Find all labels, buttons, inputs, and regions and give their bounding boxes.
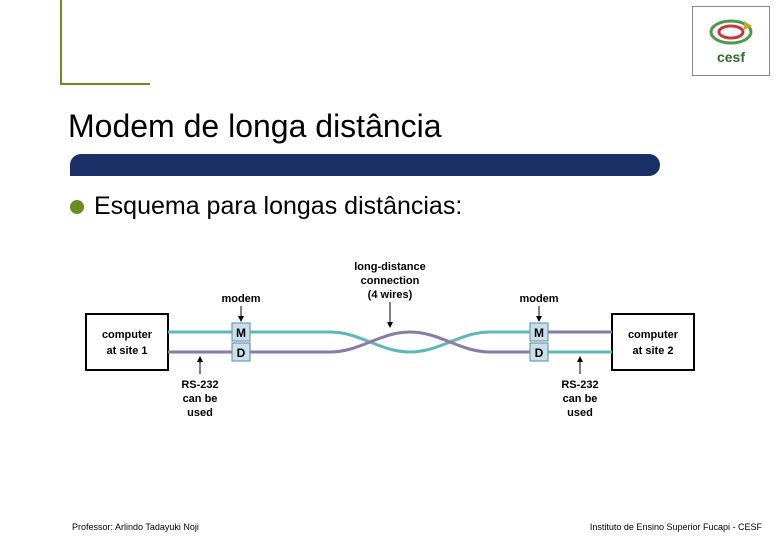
logo: cesf [692, 6, 770, 76]
svg-text:modem: modem [519, 293, 558, 305]
svg-text:modem: modem [221, 293, 260, 305]
svg-text:(4 wires): (4 wires) [368, 289, 413, 301]
corner-frame [60, 0, 150, 85]
svg-text:long-distance: long-distance [354, 262, 426, 273]
svg-text:can be: can be [183, 393, 218, 405]
svg-text:can be: can be [563, 393, 598, 405]
svg-text:M: M [236, 326, 246, 340]
footer-left: Professor: Arlindo Tadayuki Noji [72, 522, 199, 532]
bullet-icon [70, 200, 84, 214]
svg-text:RS-232: RS-232 [181, 379, 218, 391]
bullet-text: Esquema para longas distâncias: [94, 192, 462, 221]
modem-diagram: computer at site 1 computer at site 2 M … [80, 262, 700, 422]
svg-text:D: D [237, 346, 246, 360]
svg-text:M: M [534, 326, 544, 340]
svg-text:at site 2: at site 2 [633, 345, 674, 357]
svg-text:computer: computer [628, 329, 679, 341]
svg-text:connection: connection [361, 275, 420, 287]
svg-text:used: used [567, 407, 593, 419]
svg-text:D: D [535, 346, 544, 360]
svg-text:at site 1: at site 1 [107, 345, 148, 357]
slide-title: Modem de longa distância [68, 108, 442, 145]
svg-text:RS-232: RS-232 [561, 379, 598, 391]
svg-text:computer: computer [102, 329, 153, 341]
footer-right: Instituto de Ensino Superior Fucapi - CE… [590, 522, 762, 532]
title-underline [70, 154, 660, 176]
svg-text:used: used [187, 407, 213, 419]
logo-swirl-icon [708, 17, 754, 47]
logo-text: cesf [717, 49, 745, 65]
